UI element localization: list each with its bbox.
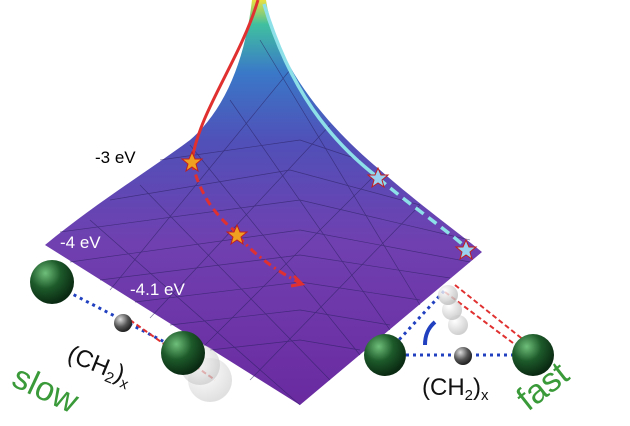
stars — [180, 150, 478, 261]
formula: (CH2)x — [422, 374, 489, 404]
fast-molecule: (CH2)x fast — [364, 284, 577, 418]
energy-label: -4 eV — [60, 233, 101, 252]
slow-path — [190, 0, 306, 288]
fast-path — [262, 3, 464, 246]
slow-molecule: (CH2)x slow — [7, 260, 232, 421]
energy-surface — [45, 0, 482, 406]
energy-label: -3 eV — [95, 148, 136, 167]
energy-label: -4.1 eV — [130, 280, 185, 299]
